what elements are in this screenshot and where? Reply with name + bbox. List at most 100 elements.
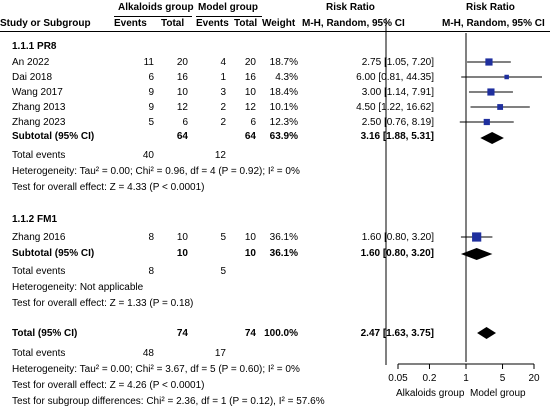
events2-cell: 5 <box>220 232 226 243</box>
total1-cell: 10 <box>176 232 188 243</box>
total2-cell: 10 <box>244 248 256 259</box>
total2-cell: 12 <box>244 102 256 113</box>
events1-cell: 40 <box>142 150 154 161</box>
total2-header: Total <box>234 18 258 29</box>
heterogeneity-text: Heterogeneity: Tau² = 0.00; Chi² = 3.67,… <box>12 364 300 375</box>
total2-cell: 6 <box>250 117 256 128</box>
axis-right-label: Model group <box>470 388 526 399</box>
ci-cell: 1.60 [0.80, 3.20] <box>360 248 434 259</box>
overall-effect-text: Test for overall effect: Z = 4.33 (P < 0… <box>12 182 205 193</box>
weight-cell: 36.1% <box>269 248 298 259</box>
risk-ratio-header: Risk Ratio <box>326 2 375 13</box>
study-name: Wang 2017 <box>12 87 63 98</box>
ci-cell: 4.50 [1.22, 16.62] <box>356 102 434 113</box>
study-name: Zhang 2013 <box>12 102 66 113</box>
total1-cell: 16 <box>176 72 188 83</box>
ci-cell: 3.00 [1.14, 7.91] <box>361 87 434 98</box>
weight-header: Weight <box>262 18 296 29</box>
total1-header: Total <box>161 18 185 29</box>
total1-cell: 74 <box>176 328 188 339</box>
total1-cell: 10 <box>176 248 188 259</box>
ci-cell: 2.47 [1.63, 3.75] <box>360 328 434 339</box>
events1-cell: 9 <box>148 102 154 113</box>
axis-tick-label: 0.05 <box>388 373 408 384</box>
axis-tick-label: 5 <box>499 373 506 384</box>
total2-cell: 64 <box>244 131 256 142</box>
study-name: An 2022 <box>12 57 50 68</box>
total1-cell: 64 <box>176 131 188 142</box>
overall-effect-text: Test for overall effect: Z = 4.26 (P < 0… <box>12 380 205 391</box>
group2-header: Model group <box>198 2 258 13</box>
events1-cell: 5 <box>148 117 154 128</box>
risk-ratio-plot-header: Risk Ratio <box>466 2 515 13</box>
total1-cell: 20 <box>176 57 188 68</box>
events1-cell: 6 <box>148 72 154 83</box>
study-name: Zhang 2023 <box>12 117 66 128</box>
study-effect-marker <box>485 58 493 66</box>
events2-cell: 2 <box>220 117 226 128</box>
total-label: Total (95% CI) <box>12 328 78 339</box>
summary-diamond <box>480 132 504 144</box>
events2-cell: 1 <box>220 72 226 83</box>
total2-cell: 16 <box>244 72 256 83</box>
method-plot-header: M-H, Random, 95% CI <box>442 18 545 29</box>
weight-cell: 63.9% <box>269 131 298 142</box>
ci-cell: 2.50 [0.76, 8.19] <box>361 117 434 128</box>
events1-cell: 9 <box>148 87 154 98</box>
subtotal-label: Subtotal (95% CI) <box>12 131 95 142</box>
summary-diamond <box>460 248 493 260</box>
overall-effect-text: Test for overall effect: Z = 1.33 (P = 0… <box>12 298 194 309</box>
ci-cell: 6.00 [0.81, 44.35] <box>356 72 434 83</box>
study-name: Dai 2018 <box>12 72 53 83</box>
total2-cell: 20 <box>244 57 256 68</box>
total1-cell: 6 <box>182 117 188 128</box>
total1-cell: 12 <box>176 102 188 113</box>
study-effect-marker <box>472 232 482 242</box>
heterogeneity-text: Heterogeneity: Not applicable <box>12 282 144 293</box>
weight-cell: 36.1% <box>269 232 298 243</box>
events1-cell: 11 <box>143 57 154 68</box>
weight-cell: 12.3% <box>269 117 298 128</box>
total1-cell: 10 <box>176 87 188 98</box>
group2-underline <box>196 16 262 17</box>
ci-cell: 1.60 [0.80, 3.20] <box>361 232 434 243</box>
events2-cell: 17 <box>214 348 226 359</box>
subgroup-title: 1.1.2 FM1 <box>12 214 58 225</box>
events1-header: Events <box>114 18 147 29</box>
weight-cell: 10.1% <box>269 102 298 113</box>
study-effect-marker <box>504 74 509 80</box>
weight-cell: 4.3% <box>275 72 298 83</box>
ci-cell: 2.75 [1.05, 7.20] <box>361 57 434 68</box>
events1-cell: 48 <box>142 348 154 359</box>
subtotal-label: Subtotal (95% CI) <box>12 248 95 259</box>
events2-cell: 4 <box>220 57 226 68</box>
axis-tick-label: 0.2 <box>422 373 437 384</box>
events2-cell: 12 <box>214 150 226 161</box>
total2-cell: 74 <box>244 328 256 339</box>
total-events-label: Total events <box>12 348 66 359</box>
ci-cell: 3.16 [1.88, 5.31] <box>360 131 434 142</box>
header-rule <box>0 31 550 32</box>
events2-cell: 5 <box>220 266 226 277</box>
axis-tick-label: 20 <box>528 373 540 384</box>
study-effect-marker <box>483 118 490 126</box>
total-events-label: Total events <box>12 150 66 161</box>
subgroup-title: 1.1.1 PR8 <box>12 41 57 52</box>
events2-cell: 2 <box>220 102 226 113</box>
total2-cell: 10 <box>244 87 256 98</box>
study-effect-marker <box>497 104 504 110</box>
total-events-label: Total events <box>12 266 66 277</box>
total2-cell: 10 <box>244 232 256 243</box>
summary-diamond <box>477 327 497 339</box>
method-header: M-H, Random, 95% CI <box>302 18 405 29</box>
heterogeneity-text: Heterogeneity: Tau² = 0.00; Chi² = 0.96,… <box>12 166 300 177</box>
group1-header: Alkaloids group <box>118 2 194 13</box>
events1-cell: 8 <box>148 232 154 243</box>
weight-cell: 100.0% <box>264 328 298 339</box>
study-col-header: Study or Subgroup <box>0 18 91 29</box>
study-effect-marker <box>487 88 495 96</box>
events1-cell: 8 <box>148 266 154 277</box>
events2-header: Events <box>196 18 229 29</box>
